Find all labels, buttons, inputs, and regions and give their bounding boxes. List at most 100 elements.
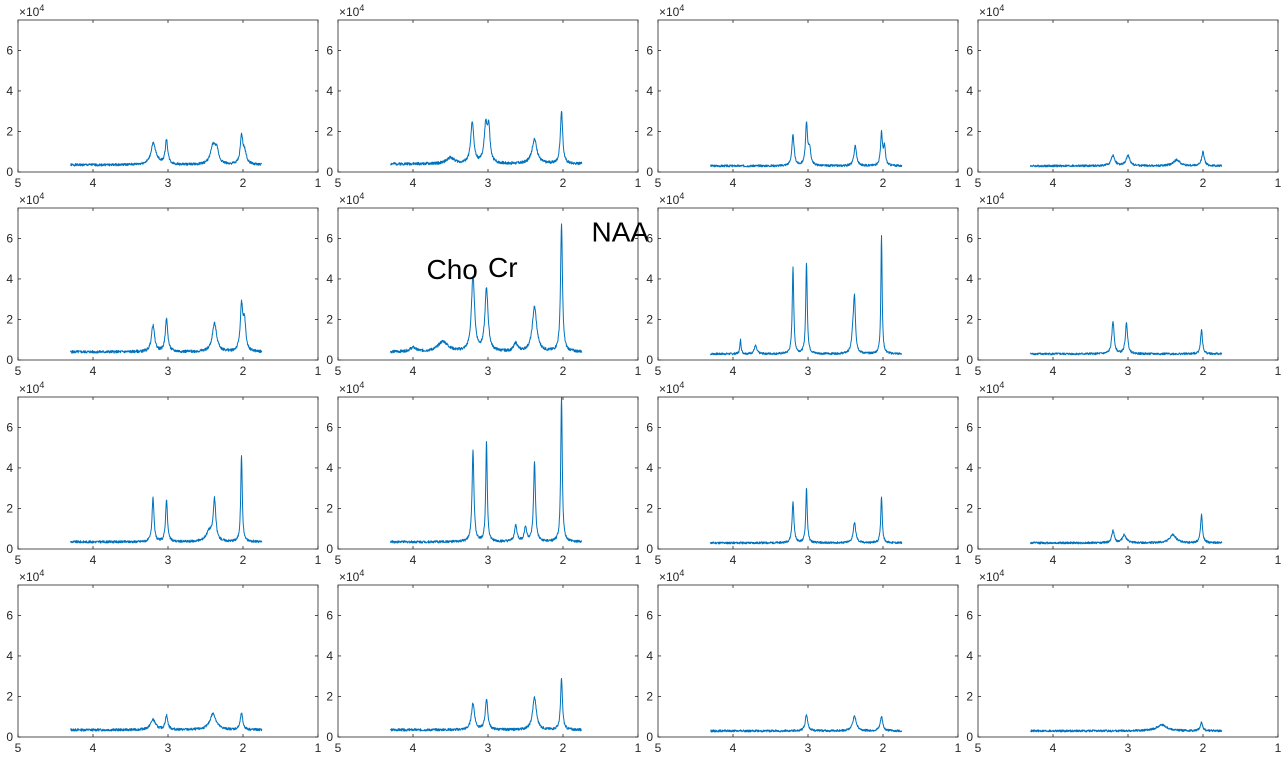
y-exponent-label: ×104 [339,191,364,207]
y-exponent-label: ×104 [19,191,44,207]
spectrum-line [710,121,903,168]
y-tick-label: 6 [646,608,653,622]
x-tick-label: 5 [655,741,662,755]
axes-box [977,19,1279,173]
x-tick-label: 4 [1050,364,1057,378]
y-tick-label: 0 [646,353,653,367]
y-exponent-label: ×104 [19,380,44,396]
peak-annotation-naa: NAA [592,216,650,247]
y-tick-label: 0 [966,730,973,744]
subplot-13: 5 4 3 2 1 0 2 4 6 ×104 [6,568,321,755]
x-tick-label: 3 [805,364,812,378]
y-tick-label: 6 [966,231,973,245]
y-tick-label: 2 [326,501,333,515]
subplot-11: 5 4 3 2 1 0 2 4 6 ×104 [646,380,961,567]
y-tick-label: 6 [6,43,13,57]
x-tick-label: 3 [485,553,492,567]
x-tick-label: 3 [485,364,492,378]
y-tick-label: 2 [326,689,333,703]
x-tick-label: 3 [485,741,492,755]
y-exponent-label: ×104 [339,568,364,584]
spectrum-line [70,712,263,732]
y-tick-label: 2 [966,124,973,138]
axes-box [977,584,1279,738]
x-tick-label: 5 [335,364,342,378]
y-tick-label: 4 [326,272,333,286]
spectrum-line [1030,320,1223,356]
x-tick-label: 4 [1050,176,1057,190]
x-tick-label: 4 [90,741,97,755]
y-tick-label: 4 [6,461,13,475]
y-tick-label: 6 [646,231,653,245]
subplot-2: 5 4 3 2 1 0 2 4 6 ×104 [326,3,641,190]
axes-box [977,396,1279,550]
x-tick-label: 2 [1200,741,1207,755]
y-tick-label: 6 [6,420,13,434]
y-tick-label: 0 [6,165,13,179]
subplot-3: 5 4 3 2 1 0 2 4 6 ×104 [646,3,961,190]
x-tick-label: 5 [655,176,662,190]
x-tick-label: 1 [635,176,642,190]
y-tick-label: 2 [326,312,333,326]
y-tick-label: 4 [966,461,973,475]
x-tick-label: 3 [1125,553,1132,567]
y-tick-label: 6 [646,43,653,57]
y-exponent-label: ×104 [979,3,1004,19]
subplot-7: 5 4 3 2 1 0 2 4 6 ×104 [646,191,961,378]
x-tick-label: 2 [1200,364,1207,378]
x-tick-label: 4 [730,176,737,190]
x-tick-label: 1 [635,364,642,378]
x-tick-label: 3 [1125,364,1132,378]
x-tick-label: 4 [1050,553,1057,567]
subplot-12: 5 4 3 2 1 0 2 4 6 ×104 [966,380,1281,567]
x-tick-label: 3 [165,364,172,378]
x-tick-label: 4 [410,364,417,378]
y-tick-label: 6 [6,608,13,622]
y-tick-label: 4 [646,272,653,286]
axes-box [657,19,959,173]
y-exponent-label: ×104 [339,3,364,19]
x-tick-label: 1 [1275,364,1282,378]
y-tick-label: 4 [966,84,973,98]
y-tick-label: 4 [326,84,333,98]
y-tick-label: 2 [966,312,973,326]
y-exponent-label: ×104 [19,3,44,19]
y-tick-label: 2 [6,501,13,515]
y-tick-label: 4 [6,649,13,663]
y-tick-label: 6 [646,420,653,434]
x-tick-label: 4 [1050,741,1057,755]
x-tick-label: 3 [165,553,172,567]
y-tick-label: 2 [966,501,973,515]
y-tick-label: 6 [966,420,973,434]
y-tick-label: 0 [6,542,13,556]
y-tick-label: 4 [646,461,653,475]
x-tick-label: 2 [560,553,567,567]
y-tick-label: 0 [326,165,333,179]
x-tick-label: 2 [240,176,247,190]
spectrum-line [710,714,903,733]
subplot-16: 5 4 3 2 1 0 2 4 6 ×104 [966,568,1281,755]
spectrum-line [710,487,903,545]
spectrum-line [70,132,263,167]
y-exponent-label: ×104 [659,568,684,584]
y-tick-label: 6 [6,231,13,245]
y-tick-label: 2 [646,501,653,515]
y-tick-label: 6 [966,43,973,57]
y-tick-label: 0 [326,730,333,744]
spectrum-line [390,110,583,166]
x-tick-label: 3 [805,176,812,190]
x-tick-label: 1 [1275,553,1282,567]
y-tick-label: 6 [326,43,333,57]
x-tick-label: 1 [955,364,962,378]
x-tick-label: 1 [315,741,322,755]
x-tick-label: 2 [560,176,567,190]
y-tick-label: 4 [966,272,973,286]
axes-box [337,396,639,550]
x-tick-label: 4 [410,176,417,190]
spectrum-line [1030,150,1222,168]
x-tick-label: 2 [880,741,887,755]
x-tick-label: 2 [1200,553,1207,567]
y-tick-label: 0 [966,353,973,367]
y-tick-label: 4 [6,84,13,98]
x-tick-label: 4 [90,176,97,190]
